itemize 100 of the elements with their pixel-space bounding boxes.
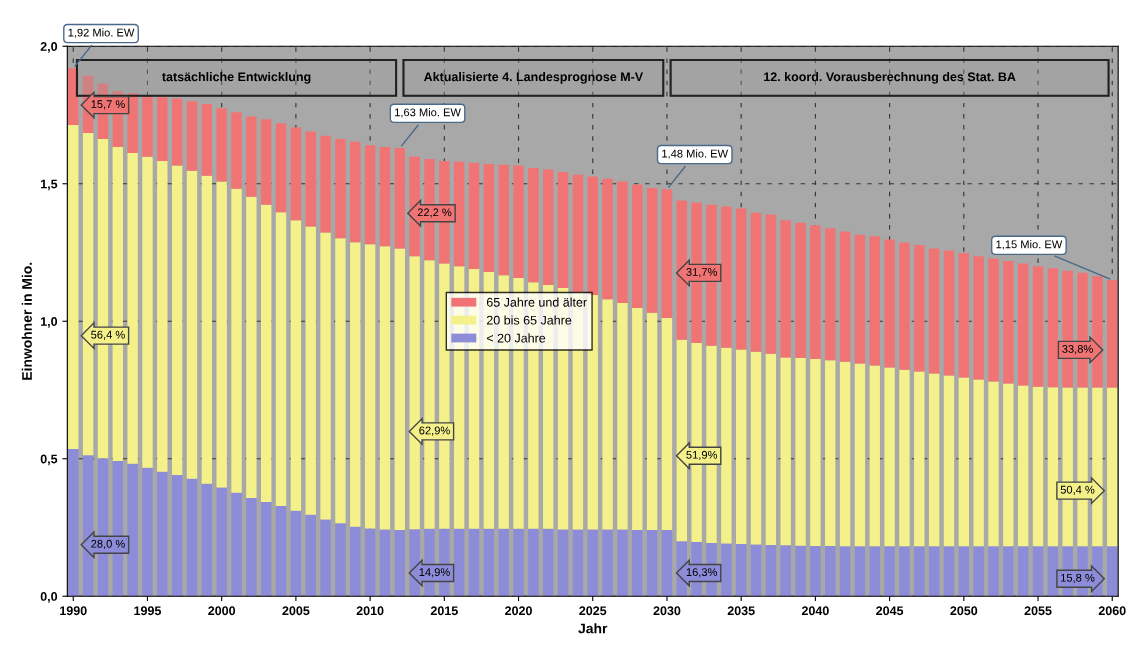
bar <box>854 363 866 547</box>
bar <box>186 478 198 597</box>
bar <box>973 546 984 597</box>
y-axis-title: Einwohner in Mio. <box>21 262 32 380</box>
bar <box>661 189 673 318</box>
bar <box>1032 386 1044 547</box>
bar <box>216 487 227 597</box>
bar <box>572 529 584 597</box>
annotation: 50,4 % <box>1060 485 1095 495</box>
bar <box>839 361 851 547</box>
bar <box>68 124 79 450</box>
bar <box>1003 546 1014 597</box>
bar <box>186 101 198 171</box>
bar <box>513 528 524 597</box>
bar <box>1107 546 1118 597</box>
annotation: 15,8 % <box>1061 573 1095 583</box>
bar <box>750 212 762 352</box>
bar <box>899 546 910 597</box>
bar <box>825 228 836 361</box>
bar <box>735 543 747 597</box>
bar <box>290 510 302 597</box>
bar <box>617 181 628 304</box>
annotation: 56,4 % <box>91 330 125 340</box>
annotation: 1,92 Mio. EW <box>68 28 135 38</box>
bar <box>899 369 910 547</box>
bar <box>468 162 480 269</box>
bar <box>557 171 569 288</box>
bar <box>810 358 821 546</box>
bar <box>988 381 999 547</box>
bar <box>364 244 376 529</box>
bar <box>602 299 613 530</box>
bar <box>646 312 658 530</box>
bar <box>735 349 747 544</box>
bar <box>795 358 806 546</box>
bar <box>854 234 866 364</box>
bar <box>1107 280 1118 388</box>
annotation: 22,2 % <box>417 208 452 218</box>
annotation: 1,15 Mio. EW <box>996 240 1063 250</box>
bar <box>1003 261 1014 384</box>
bar <box>261 501 272 597</box>
bar <box>498 528 509 597</box>
x-tick-label: 2005 <box>282 606 310 616</box>
bar <box>201 483 213 597</box>
bar <box>320 232 331 520</box>
bar <box>928 373 940 547</box>
bar <box>780 357 791 546</box>
legend-label: < 20 Jahre <box>486 333 546 343</box>
x-tick-label: 2050 <box>950 606 978 616</box>
bar <box>171 474 183 597</box>
bar <box>869 236 880 366</box>
bar <box>795 545 806 597</box>
bar <box>810 225 821 359</box>
bar <box>884 239 895 368</box>
annotation: 16,3% <box>686 568 718 578</box>
bar <box>335 138 346 239</box>
bar <box>171 165 183 475</box>
bar <box>171 98 183 166</box>
bar <box>261 119 272 205</box>
bar <box>557 529 569 597</box>
bar <box>810 545 821 597</box>
bar <box>246 498 257 597</box>
bar <box>795 222 806 359</box>
bar <box>973 379 984 547</box>
band-label: tatsächliche Entwicklung <box>162 72 311 84</box>
bar <box>216 108 227 182</box>
bar <box>543 528 554 597</box>
bar <box>1017 546 1029 597</box>
bar <box>765 214 777 354</box>
bar <box>201 175 213 484</box>
annotation: 1,48 Mio. EW <box>662 149 729 159</box>
x-tick-label: 2030 <box>653 606 681 616</box>
bar <box>884 367 895 547</box>
bar <box>275 123 287 213</box>
bar <box>617 529 628 597</box>
bar <box>1032 546 1044 597</box>
bar <box>394 529 405 597</box>
bar <box>394 248 405 530</box>
bar <box>943 250 955 376</box>
bar <box>587 176 598 296</box>
bar <box>646 529 658 597</box>
x-tick-label: 1995 <box>134 606 162 616</box>
bar <box>958 253 970 378</box>
bar <box>246 116 257 197</box>
bar <box>899 242 910 370</box>
bar <box>231 492 242 597</box>
bar <box>350 141 361 243</box>
bar <box>290 127 302 221</box>
bar <box>958 546 970 597</box>
bar <box>231 188 242 493</box>
bar <box>513 165 524 279</box>
bar <box>246 196 257 499</box>
y-tick-label: 0,0 <box>40 592 58 603</box>
bar <box>142 96 153 157</box>
annotation: 31,7% <box>686 268 718 278</box>
bar <box>364 528 376 597</box>
bar <box>825 360 836 546</box>
bar <box>216 181 227 488</box>
bar <box>780 545 791 597</box>
bar <box>661 529 673 597</box>
bar <box>854 546 866 597</box>
